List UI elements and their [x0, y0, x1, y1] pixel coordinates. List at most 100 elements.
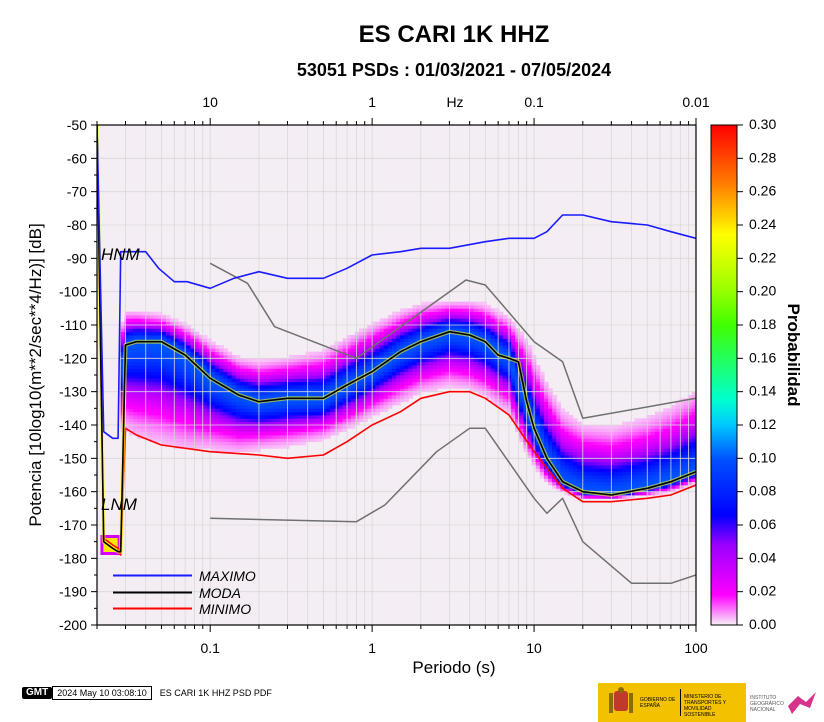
- heatmap-cell: [498, 375, 504, 379]
- heatmap-cell: [400, 315, 405, 319]
- heatmap-cell: [350, 418, 356, 423]
- heatmap-cell: [338, 405, 344, 409]
- heatmap-cell: [404, 358, 409, 363]
- heatmap-cell: [642, 435, 648, 439]
- heatmap-cell: [231, 361, 237, 366]
- heatmap-cell: [556, 458, 561, 463]
- heatmap-cell: [597, 425, 603, 429]
- heatmap-cell: [552, 395, 557, 399]
- heatmap-cell: [490, 388, 496, 393]
- heatmap-cell: [153, 431, 159, 436]
- heatmap-cell: [585, 458, 590, 463]
- heatmap-cell: [174, 361, 179, 366]
- heatmap-cell: [252, 435, 257, 439]
- heatmap-cell: [215, 441, 220, 446]
- heatmap-cell: [560, 418, 566, 423]
- heatmap-cell: [182, 418, 188, 423]
- heatmap-cell: [552, 398, 557, 403]
- heatmap-cell: [474, 371, 479, 376]
- heatmap-cell: [379, 385, 385, 389]
- heatmap-cell: [128, 328, 134, 333]
- heatmap-cell: [543, 438, 549, 443]
- heatmap-cell: [338, 421, 344, 426]
- heatmap-cell: [297, 421, 303, 426]
- heatmap-cell: [511, 398, 516, 403]
- heatmap-cell: [178, 335, 183, 339]
- heatmap-cell: [441, 305, 446, 309]
- heatmap-cell: [601, 485, 607, 489]
- heatmap-cell: [248, 431, 253, 436]
- heatmap-cell: [334, 341, 340, 346]
- heatmap-cell: [449, 348, 455, 353]
- heatmap-cell: [400, 325, 405, 329]
- heatmap-cell: [190, 408, 196, 413]
- heatmap-cell: [289, 375, 294, 379]
- heatmap-cell: [580, 445, 586, 449]
- heatmap-cell: [441, 311, 446, 316]
- heatmap-cell: [178, 338, 183, 343]
- heatmap-cell: [432, 341, 438, 346]
- heatmap-cell: [243, 405, 249, 409]
- heatmap-cell: [572, 478, 578, 483]
- heatmap-cell: [198, 371, 204, 376]
- heatmap-cell: [268, 435, 274, 439]
- heatmap-cell: [408, 315, 414, 319]
- heatmap-cell: [502, 378, 508, 383]
- heatmap-cell: [383, 385, 389, 389]
- heatmap-cell: [634, 478, 640, 483]
- heatmap-cell: [469, 328, 475, 333]
- heatmap-cell: [543, 385, 549, 389]
- heatmap-cell: [211, 351, 216, 356]
- heatmap-cell: [145, 418, 151, 423]
- heatmap-cell: [449, 315, 455, 319]
- heatmap-cell: [659, 448, 664, 453]
- heatmap-cell: [465, 308, 471, 313]
- heatmap-cell: [248, 381, 253, 386]
- heatmap-cell: [556, 421, 561, 426]
- heatmap-cell: [182, 321, 188, 326]
- heatmap-cell: [585, 435, 590, 439]
- heatmap-cell: [248, 435, 253, 439]
- heatmap-cell: [338, 425, 344, 429]
- heatmap-cell: [186, 335, 192, 339]
- heatmap-cell: [630, 478, 635, 483]
- heatmap-cell: [334, 345, 340, 349]
- heatmap-cell: [461, 368, 467, 373]
- heatmap-cell: [630, 495, 635, 499]
- heatmap-cell: [617, 448, 623, 453]
- heatmap-cell: [691, 411, 696, 416]
- heatmap-cell: [359, 351, 364, 356]
- heatmap-cell: [408, 365, 414, 369]
- heatmap-cell: [194, 338, 200, 343]
- heatmap-cell: [474, 341, 479, 346]
- heatmap-cell: [375, 398, 381, 403]
- heatmap-cell: [153, 411, 159, 416]
- heatmap-cell: [416, 305, 422, 309]
- heatmap-cell: [432, 375, 438, 379]
- heatmap-cell: [219, 431, 224, 436]
- heatmap-cell: [161, 411, 167, 416]
- heatmap-cell: [457, 335, 463, 339]
- heatmap-cell: [560, 451, 566, 456]
- heatmap-cell: [511, 328, 516, 333]
- heatmap-cell: [527, 395, 533, 399]
- heatmap-cell: [424, 341, 430, 346]
- heatmap-cell: [211, 395, 216, 399]
- heatmap-cell: [605, 478, 611, 483]
- heatmap-cell: [276, 415, 282, 419]
- heatmap-cell: [264, 368, 270, 373]
- heatmap-cell: [671, 435, 677, 439]
- heatmap-cell: [465, 361, 471, 366]
- y-tick-label: -140: [59, 417, 87, 433]
- heatmap-cell: [375, 328, 381, 333]
- heatmap-cell: [601, 438, 607, 443]
- heatmap-cell: [137, 391, 142, 396]
- heatmap-cell: [424, 361, 430, 366]
- heatmap-cell: [157, 391, 163, 396]
- heatmap-cell: [334, 355, 340, 359]
- heatmap-cell: [145, 361, 151, 366]
- heatmap-cell: [297, 375, 303, 379]
- heatmap-cell: [391, 378, 397, 383]
- heatmap-cell: [124, 325, 130, 329]
- heatmap-cell: [227, 441, 233, 446]
